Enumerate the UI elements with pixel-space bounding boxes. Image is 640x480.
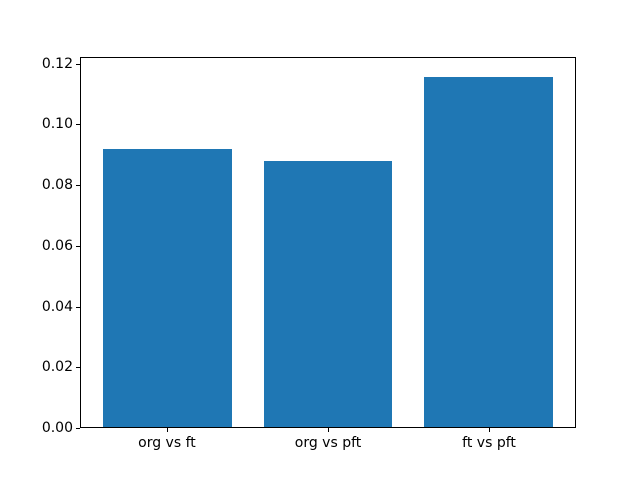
y-tick-label: 0.00 — [41, 420, 73, 436]
x-tick-label: org vs pft — [294, 435, 362, 451]
y-tick-mark — [76, 306, 80, 308]
y-tick-label: 0.10 — [41, 116, 73, 133]
y-tick-label: 0.12 — [41, 55, 73, 72]
y-tick-mark — [76, 245, 80, 247]
bar-org-vs-ft — [103, 149, 232, 427]
y-tick-mark — [76, 185, 80, 187]
y-tick-mark — [76, 63, 80, 65]
y-tick-mark — [76, 124, 80, 126]
y-tick-mark — [76, 367, 80, 369]
y-tick-label: 0.06 — [41, 237, 73, 254]
y-tick-label: 0.04 — [41, 298, 73, 315]
y-tick-label: 0.08 — [41, 177, 73, 194]
x-tick-mark — [166, 428, 168, 432]
x-tick-mark — [489, 428, 491, 432]
y-tick-mark — [76, 428, 80, 429]
x-tick-label: org vs ft — [138, 435, 196, 451]
x-tick-mark — [328, 428, 329, 432]
plot-area — [80, 57, 576, 428]
y-tick-label: 0.02 — [41, 359, 73, 376]
x-tick-label: ft vs pft — [462, 435, 516, 451]
bar-ft-vs-pft — [424, 76, 553, 427]
bar-org-vs-pft — [263, 161, 393, 427]
